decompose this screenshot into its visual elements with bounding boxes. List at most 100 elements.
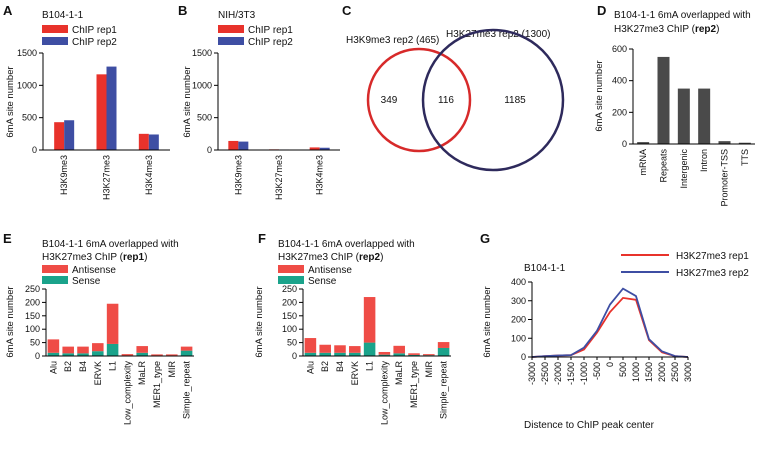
panel-b-legend-rep2: ChIP rep2	[248, 37, 293, 48]
x-tick-label-h3k27me3: H3K27me3	[102, 155, 112, 200]
x-tick-label-ervk: ERVK	[350, 361, 360, 385]
bar-antisense-mer1_type	[408, 353, 420, 355]
bar-sense-simple_repeat	[180, 350, 193, 356]
panel-b-title: NIH/3T3	[218, 10, 256, 21]
panel-b-ylabel: 6mA site number	[182, 66, 193, 137]
x-tick-label: 500	[618, 362, 628, 377]
panel-b-legend-swatch-rep2	[218, 37, 244, 45]
y-tick-label: 0	[521, 352, 526, 362]
bar-h3k9me3-2	[238, 141, 249, 150]
y-tick-label: 1000	[17, 80, 37, 90]
x-tick-label-low_complexity: Low_complexity	[122, 361, 132, 426]
bar-antisense-alu	[304, 338, 317, 353]
bar-mrna	[637, 142, 650, 144]
panel-b: B NIH/3T3 ChIP rep1 ChIP rep2 6mA site n…	[178, 3, 340, 200]
panel-b-legend-rep1: ChIP rep1	[248, 25, 293, 36]
x-tick-label-l1: L1	[108, 361, 118, 371]
bar-intron	[698, 88, 711, 144]
y-tick-label: 100	[25, 324, 40, 334]
panel-a-title: B104-1-1	[42, 10, 84, 21]
venn-set1-only: 349	[381, 95, 398, 106]
y-tick-label: 0	[32, 145, 37, 155]
x-tick-label-b2: B2	[320, 361, 330, 372]
y-tick-label: 300	[511, 296, 526, 306]
panel-g-legend-rep2: H3K27me3 rep2	[676, 268, 749, 279]
y-tick-label: 100	[282, 324, 297, 334]
x-tick-label: -3000	[527, 362, 537, 385]
panel-b-plot: H3K9me3 H3K27me3 H3K4me3 0 500 1000 1500	[192, 48, 340, 200]
bar-h3k27me3-2	[106, 66, 117, 150]
bar-h3k4me3-2	[319, 147, 330, 150]
panel-f-legend-swatch-sense	[278, 276, 304, 284]
x-tick-label-mrna: mRNA	[638, 149, 648, 176]
y-tick-label: 500	[197, 113, 212, 123]
x-tick-label-simple_repeat: Simple_repeat	[182, 361, 192, 420]
y-tick-label: 600	[612, 44, 627, 54]
panel-f-ylabel: 6mA site number	[254, 286, 265, 357]
panel-e-letter: E	[3, 231, 12, 246]
x-tick-label-alu: Alu	[305, 361, 315, 374]
x-tick-label: 2000	[657, 362, 667, 382]
y-tick-label: 0	[207, 145, 212, 155]
bar-h3k9me3-2	[64, 120, 75, 150]
x-tick-label-ervk: ERVK	[93, 361, 103, 385]
y-tick-label: 200	[25, 297, 40, 307]
x-tick-label: 1000	[631, 362, 641, 382]
panel-a-legend-swatch-rep1	[42, 25, 68, 33]
y-tick-label: 200	[511, 315, 526, 325]
panel-f-legend-antisense: Antisense	[308, 265, 352, 276]
y-tick-label: 200	[612, 107, 627, 117]
bar-sense-malr	[136, 352, 148, 356]
x-tick-label-b4: B4	[335, 361, 345, 372]
bar-antisense-low_complexity	[121, 354, 134, 356]
y-tick-label: 200	[282, 297, 297, 307]
panel-a-ylabel: 6mA site number	[5, 66, 16, 137]
panel-a: A B104-1-1 ChIP rep1 ChIP rep2 6mA site …	[3, 3, 170, 200]
bar-antisense-ervk	[92, 343, 104, 352]
bar-antisense-b2	[62, 346, 74, 354]
y-tick-label: 50	[287, 338, 297, 348]
panel-e-legend-swatch-sense	[42, 276, 68, 284]
venn-circle-set1	[366, 47, 472, 153]
y-tick-label: 50	[30, 338, 40, 348]
panel-e-legend-antisense: Antisense	[72, 265, 116, 276]
panel-e-plot: Alu B2 B4 ERVK L1 Low_complexity MaLR MER1_type…	[25, 284, 194, 425]
y-tick-label: 500	[22, 113, 37, 123]
bar-antisense-b4	[334, 345, 346, 353]
bar-antisense-malr	[393, 345, 405, 354]
venn-set1-label: H3K9me3 rep2 (465)	[346, 35, 439, 46]
x-tick-label-malr: MaLR	[137, 361, 147, 386]
bar-sense-ervk	[349, 352, 361, 356]
bar-antisense-b4	[77, 346, 89, 354]
bar-antisense-ervk	[349, 346, 361, 353]
bar-antisense-simple_repeat	[180, 346, 193, 351]
x-tick-label-simple_repeat: Simple_repeat	[439, 361, 449, 420]
y-tick-label: 1500	[192, 48, 212, 58]
bar-sense-b4	[77, 353, 89, 356]
x-tick-label: -1000	[579, 362, 589, 385]
x-tick-label-malr: MaLR	[394, 361, 404, 386]
y-tick-label: 400	[612, 76, 627, 86]
panel-f-title-line1: B104-1-1 6mA overlapped with	[278, 239, 415, 250]
panel-g-ylabel: 6mA site number	[482, 286, 493, 357]
bar-promoter-tss	[718, 141, 731, 144]
x-tick-label: 2500	[670, 362, 680, 382]
bar-sense-low_complexity	[378, 354, 391, 356]
panel-e-legend-sense: Sense	[72, 276, 101, 287]
panel-e-title-line2: H3K27me3 ChIP (rep1)	[42, 252, 147, 263]
panel-g: G B104-1-1 H3K27me3 rep1 H3K27me3 rep2 6…	[480, 231, 749, 431]
panel-e-ylabel: 6mA site number	[5, 286, 16, 357]
bar-h3k9me3-1	[228, 140, 239, 150]
panel-f-letter: F	[258, 231, 266, 246]
venn-set2-label: H3K27me3 rep2 (1300)	[446, 29, 551, 40]
venn-overlap: 116	[438, 95, 454, 106]
bar-h3k4me3-2	[148, 134, 159, 150]
panel-d-title-line1: B104-1-1 6mA overlapped with	[614, 10, 751, 21]
x-tick-label-h3k9me3: H3K9me3	[59, 155, 69, 195]
x-tick-label: -2500	[540, 362, 550, 385]
bar-antisense-mir	[423, 354, 435, 356]
x-tick-label-h3k4me3: H3K4me3	[144, 155, 154, 195]
x-tick-label-b2: B2	[63, 361, 73, 372]
panel-f-title-line2: H3K27me3 ChIP (rep2)	[278, 252, 383, 263]
panel-a-legend-rep2: ChIP rep2	[72, 37, 117, 48]
